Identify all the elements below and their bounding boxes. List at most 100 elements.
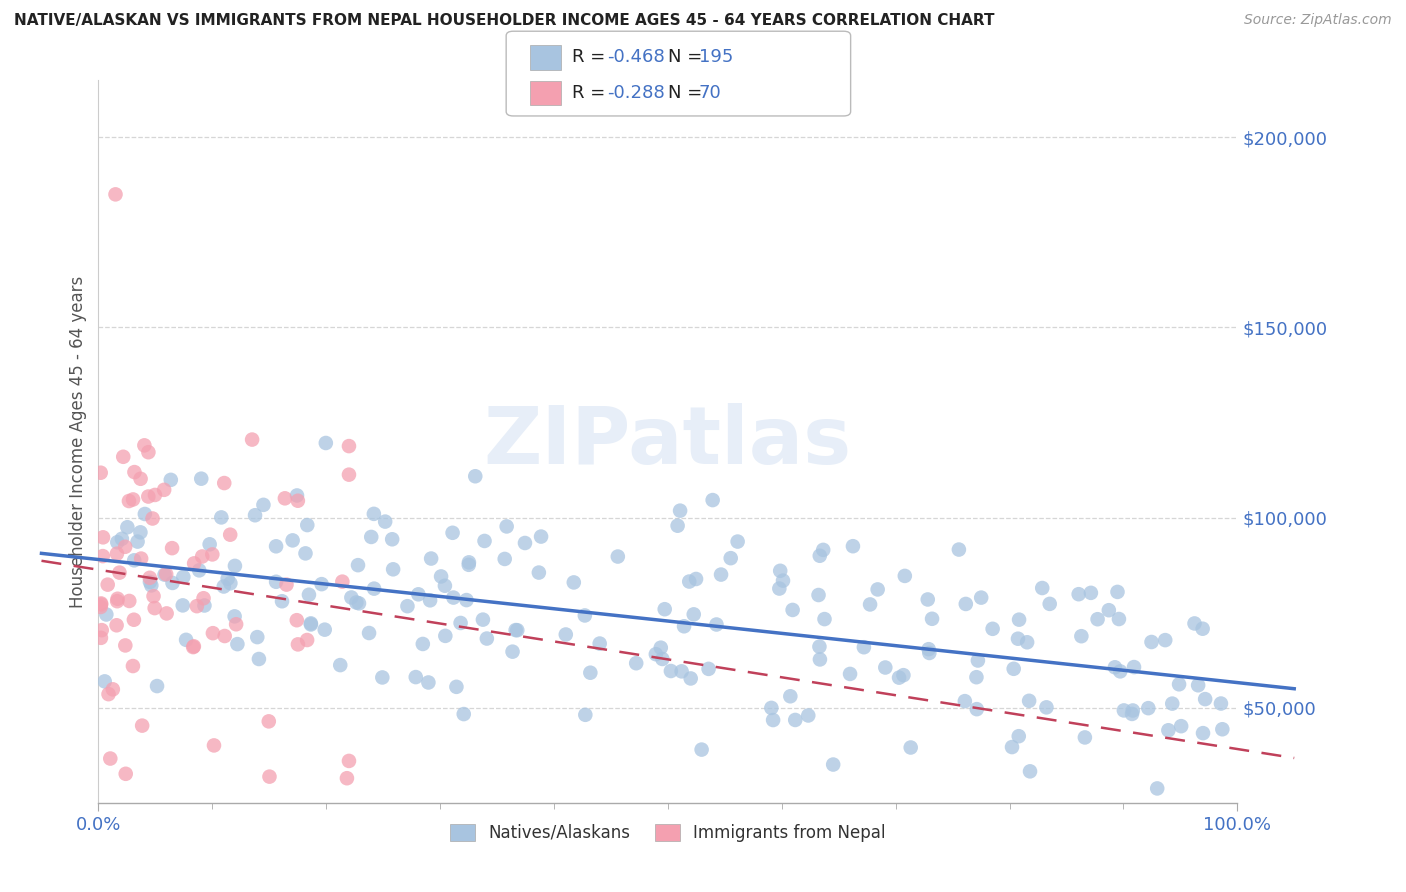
Point — [494, 552, 516, 566]
Point — [311, 577, 333, 591]
Point — [129, 472, 152, 486]
Point — [114, 540, 136, 554]
Point — [357, 626, 380, 640]
Point — [246, 630, 269, 644]
Point — [193, 591, 215, 606]
Point — [474, 533, 496, 548]
Point — [337, 439, 360, 453]
Point — [117, 520, 139, 534]
Point — [666, 518, 689, 533]
Point — [967, 653, 990, 667]
Point — [201, 626, 224, 640]
Point — [299, 617, 322, 632]
Point — [1157, 723, 1180, 738]
Point — [894, 569, 917, 583]
Point — [1018, 694, 1040, 708]
Point — [285, 613, 308, 627]
Point — [513, 536, 536, 550]
Point — [823, 757, 845, 772]
Point — [174, 632, 197, 647]
Point — [108, 566, 131, 580]
Point — [412, 637, 434, 651]
Point — [181, 640, 204, 654]
Point — [363, 507, 385, 521]
Point — [90, 598, 112, 612]
Point — [1108, 612, 1130, 626]
Text: -0.468: -0.468 — [607, 48, 665, 66]
Point — [274, 491, 297, 506]
Point — [225, 617, 247, 632]
Point — [1035, 700, 1057, 714]
Point — [1209, 697, 1232, 711]
Point — [90, 631, 112, 645]
Point — [769, 564, 792, 578]
Point — [91, 549, 114, 563]
Point — [430, 569, 453, 583]
Point — [1007, 632, 1029, 646]
Point — [579, 665, 602, 680]
Point — [441, 591, 464, 605]
Y-axis label: Householder Income Ages 45 - 64 years: Householder Income Ages 45 - 64 years — [69, 276, 87, 607]
Point — [1039, 597, 1062, 611]
Point — [1123, 660, 1146, 674]
Point — [129, 525, 152, 540]
Point — [720, 551, 742, 566]
Text: R =: R = — [572, 84, 612, 102]
Point — [953, 694, 976, 708]
Point — [336, 771, 359, 785]
Point — [772, 574, 794, 588]
Point — [214, 629, 236, 643]
Point — [337, 754, 360, 768]
Point — [418, 675, 440, 690]
Point — [105, 547, 128, 561]
Point — [965, 670, 987, 684]
Point — [917, 642, 939, 657]
Point — [1104, 660, 1126, 674]
Point — [1137, 701, 1160, 715]
Point — [198, 537, 221, 551]
Point — [1146, 781, 1168, 796]
Point — [183, 640, 205, 654]
Point — [606, 549, 628, 564]
Point — [188, 563, 211, 577]
Point — [136, 490, 159, 504]
Point — [808, 549, 831, 563]
Point — [347, 596, 370, 610]
Point — [1008, 613, 1031, 627]
Point — [530, 530, 553, 544]
Point — [456, 593, 478, 607]
Point — [131, 718, 153, 732]
Point — [1087, 612, 1109, 626]
Point — [1070, 629, 1092, 643]
Point — [690, 742, 713, 756]
Point — [107, 591, 129, 606]
Point — [1067, 587, 1090, 601]
Point — [706, 617, 728, 632]
Point — [839, 667, 862, 681]
Point — [921, 612, 943, 626]
Point — [1191, 622, 1213, 636]
Point — [219, 527, 242, 541]
Point — [1140, 635, 1163, 649]
Point — [852, 640, 875, 655]
Point — [1080, 586, 1102, 600]
Point — [893, 668, 915, 682]
Point — [1074, 731, 1097, 745]
Point — [104, 187, 127, 202]
Point — [433, 579, 456, 593]
Point — [859, 598, 882, 612]
Point — [271, 594, 294, 608]
Point — [105, 535, 128, 549]
Point — [1168, 677, 1191, 691]
Point — [1184, 616, 1206, 631]
Point — [298, 588, 321, 602]
Point — [446, 680, 468, 694]
Point — [381, 533, 404, 547]
Point — [1192, 726, 1215, 740]
Point — [475, 632, 498, 646]
Point — [866, 582, 889, 597]
Point — [471, 613, 494, 627]
Point — [281, 533, 304, 548]
Point — [1098, 603, 1121, 617]
Point — [139, 574, 162, 589]
